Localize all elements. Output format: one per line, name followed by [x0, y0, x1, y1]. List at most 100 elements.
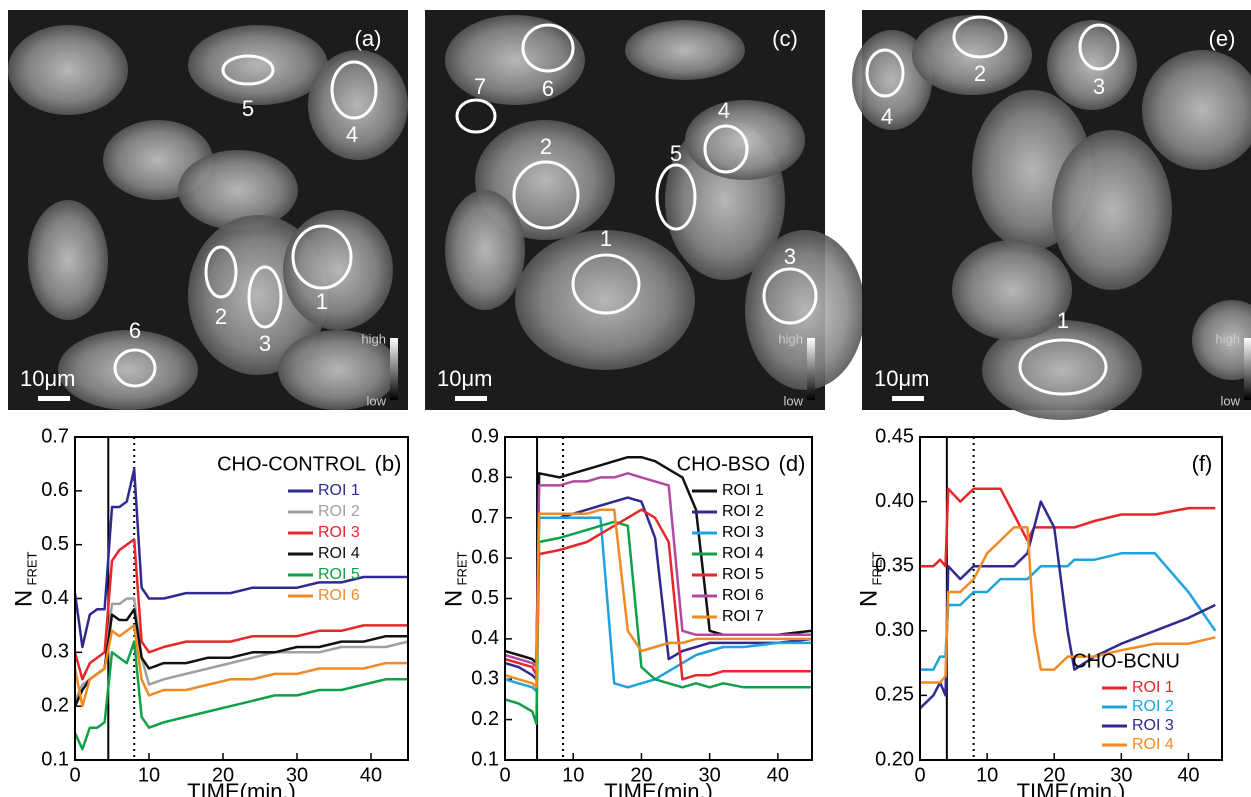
- roi-outline: [655, 163, 697, 231]
- panel-label: (f): [1192, 451, 1213, 476]
- x-tick-label: 40: [1177, 764, 1199, 786]
- series-line: [73, 624, 408, 708]
- scale-label: 10μm: [20, 366, 75, 391]
- legend-label: ROI 7: [722, 608, 764, 625]
- y-tick-label: 0.5: [41, 533, 69, 555]
- x-axis-title: TIME(min.): [1017, 779, 1126, 797]
- chart: 0.1 0.2 0.3 0.4 0.5 0.6 0.7 0 10 20 30 40 TIME(min.)…: [10, 425, 409, 797]
- x-tick-label: 10: [562, 764, 584, 786]
- roi-outline: [952, 15, 1008, 59]
- legend-title: CHO-BSO: [677, 453, 770, 475]
- roi-outline: [865, 48, 905, 98]
- roi-label: 1: [1057, 308, 1069, 333]
- micrograph: 1 2 3 4 5 6 (a) 10μm high low: [8, 10, 408, 410]
- micrograph: 1 2 3 4 (e) 10μm high low: [852, 10, 1251, 420]
- colorbar: [390, 338, 398, 400]
- roi-label: 1: [600, 226, 612, 251]
- cell: [178, 150, 298, 230]
- colorbar-low: low: [1220, 393, 1240, 408]
- legend-label: ROI 2: [722, 503, 764, 520]
- chart: 0.1 0.2 0.3 0.4 0.5 0.6 0.7 0.8 0.9 0 10 20 30 40 TIME…: [440, 425, 813, 797]
- cell: [28, 200, 108, 320]
- y-tick-label: 0.9: [471, 425, 499, 447]
- y-tick-label: 0.2: [41, 694, 69, 716]
- roi-outline: [221, 54, 275, 86]
- y-tick-label: 0.7: [41, 425, 69, 447]
- roi-outline: [512, 160, 580, 230]
- roi-label: 4: [346, 122, 358, 147]
- roi-label: 5: [670, 141, 682, 166]
- roi-outline: [703, 124, 749, 174]
- series-line: [73, 608, 408, 707]
- y-tick-label: 0.40: [875, 490, 914, 512]
- legend-title: CHO-CONTROL: [217, 453, 366, 475]
- cell: [515, 230, 695, 370]
- colorbar-high: high: [361, 331, 386, 346]
- y-tick-label: 0.3: [471, 668, 499, 690]
- colorbar-high: high: [1215, 331, 1240, 346]
- scale-bar: [892, 396, 924, 401]
- x-tick-label: 20: [212, 764, 234, 786]
- cell: [445, 15, 585, 105]
- cell: [283, 210, 393, 330]
- panel-label: (e): [1209, 26, 1236, 51]
- series-line: [73, 640, 408, 751]
- x-tick-label: 40: [767, 764, 789, 786]
- colorbar: [807, 338, 815, 400]
- roi-label: 4: [881, 104, 893, 129]
- x-tick-label: 10: [976, 764, 998, 786]
- cell: [278, 330, 398, 410]
- x-tick-label: 0: [499, 764, 510, 786]
- chart: 0.20 0.25 0.30 0.35 0.40 0.45 0 10 20 30 40 TIME(mi…: [855, 425, 1223, 797]
- legend-label: ROI 1: [1132, 679, 1174, 696]
- y-tick-label: 0.25: [875, 684, 914, 706]
- legend-label: ROI 5: [318, 566, 360, 583]
- series-line: [920, 487, 1216, 568]
- legend-label: ROI 5: [722, 566, 764, 583]
- legend-title: CHO-BCNU: [1072, 650, 1180, 672]
- roi-outline: [330, 60, 378, 120]
- series-line: [504, 508, 812, 689]
- x-tick-label: 30: [286, 764, 308, 786]
- series-line: [73, 468, 408, 649]
- x-tick-label: 30: [1110, 764, 1132, 786]
- panel-label: (d): [779, 451, 806, 476]
- cell: [8, 25, 128, 115]
- legend-label: ROI 4: [722, 545, 764, 562]
- cell: [1192, 300, 1251, 380]
- scale-label: 10μm: [874, 366, 929, 391]
- y-axis-title: N: [440, 590, 467, 607]
- roi-label: 2: [215, 304, 227, 329]
- colorbar-low: low: [783, 393, 803, 408]
- legend-label: ROI 3: [318, 524, 360, 541]
- legend-label: ROI 6: [722, 587, 764, 604]
- roi-outline: [455, 98, 497, 134]
- y-tick-label: 0.1: [41, 748, 69, 770]
- cell: [625, 20, 745, 80]
- plot-frame: [74, 436, 409, 761]
- micrograph: 1 2 3 4 5 6 7 (c) 10μm high low: [425, 10, 865, 410]
- roi-label: 2: [974, 61, 986, 86]
- x-tick-label: 30: [699, 764, 721, 786]
- y-tick-label: 0.6: [41, 479, 69, 501]
- legend-label: ROI 2: [318, 503, 360, 520]
- series-line: [504, 516, 812, 693]
- colorbar-high: high: [778, 331, 803, 346]
- legend-label: ROI 6: [318, 587, 360, 604]
- cell: [745, 230, 865, 390]
- x-axis-title: TIME(min.): [604, 779, 713, 797]
- y-axis-title-sub: FRET: [24, 551, 39, 585]
- x-tick-label: 0: [69, 764, 80, 786]
- legend-label: ROI 2: [1132, 698, 1174, 715]
- y-tick-label: 0.20: [875, 748, 914, 770]
- y-tick-label: 0.1: [471, 748, 499, 770]
- roi-label: 5: [242, 96, 254, 121]
- roi-label: 6: [542, 76, 554, 101]
- y-tick-label: 0.2: [471, 708, 499, 730]
- roi-label: 6: [129, 318, 141, 343]
- y-tick-label: 0.4: [41, 587, 69, 609]
- legend-label: ROI 4: [1132, 736, 1174, 753]
- scale-bar: [455, 396, 487, 401]
- roi-label: 7: [474, 74, 486, 99]
- legend-label: ROI 3: [722, 524, 764, 541]
